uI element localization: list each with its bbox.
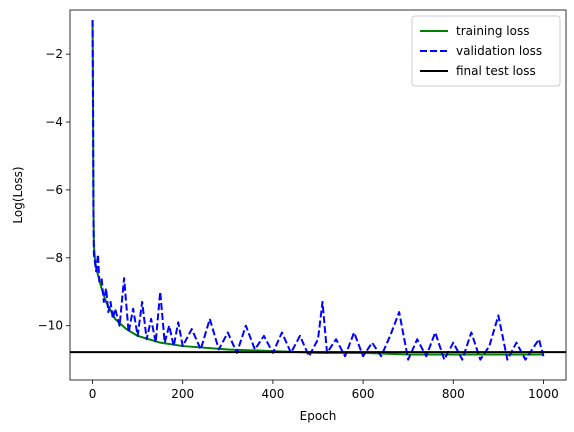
legend: training loss validation loss final test l… — [411, 15, 561, 87]
x-axis-label: Epoch — [300, 409, 337, 423]
y-tick-label: −6 — [45, 183, 63, 197]
x-tick-label: 800 — [442, 387, 465, 401]
series-line-1 — [91, 20, 545, 361]
ticks-layer: 0 200 400 600 800 1000 −10 −8 −6 −4 −2 — [38, 47, 559, 401]
legend-label-0: training loss — [456, 24, 529, 38]
y-tick-label: −10 — [38, 319, 63, 333]
legend-label-1: validation loss — [456, 44, 542, 58]
x-tick-label: 0 — [89, 387, 97, 401]
legend-box — [411, 15, 561, 87]
y-axis-label: Log(Loss) — [11, 166, 25, 223]
legend-label-2: final test loss — [456, 64, 536, 78]
x-tick-label: 600 — [352, 387, 375, 401]
y-tick-label: −4 — [45, 115, 63, 129]
plot-frame — [69, 9, 567, 381]
x-tick-label: 1000 — [528, 387, 559, 401]
y-tick-label: −2 — [45, 47, 63, 61]
x-tick-label: 400 — [261, 387, 284, 401]
series-layer — [70, 20, 566, 361]
x-tick-label: 200 — [171, 387, 194, 401]
y-tick-label: −8 — [45, 251, 63, 265]
